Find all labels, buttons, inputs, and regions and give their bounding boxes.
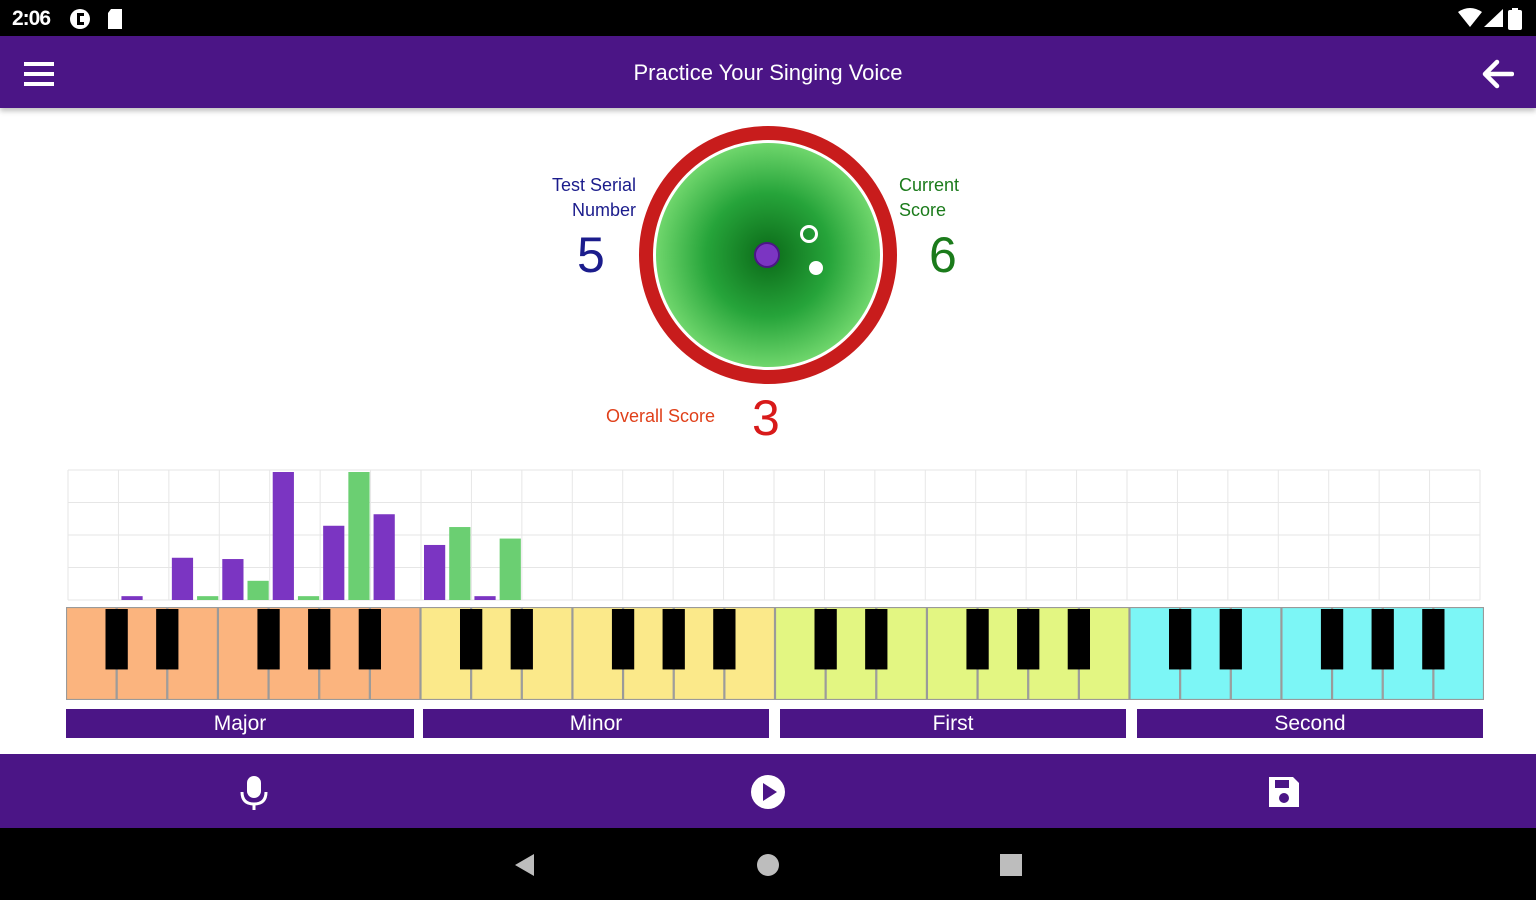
category-first[interactable]: First xyxy=(780,709,1126,738)
bottom-action-bar xyxy=(0,754,1536,828)
purple-bar xyxy=(424,544,446,600)
app-bar: Practice Your Singing Voice xyxy=(0,36,1536,108)
pitch-histogram xyxy=(67,469,1481,601)
black-key[interactable] xyxy=(814,609,837,670)
green-bar xyxy=(348,472,370,600)
green-bar xyxy=(197,596,219,600)
pitch-target xyxy=(639,126,897,384)
back-arrow-icon[interactable] xyxy=(1480,58,1514,90)
status-bar: 2:06 xyxy=(0,0,1536,36)
black-key[interactable] xyxy=(713,609,736,670)
black-key[interactable] xyxy=(662,609,685,670)
black-key[interactable] xyxy=(611,609,635,670)
microphone-icon[interactable] xyxy=(234,772,274,812)
green-bar xyxy=(449,527,471,600)
black-key[interactable] xyxy=(966,609,989,670)
black-key[interactable] xyxy=(156,609,179,670)
test-serial-value: 5 xyxy=(577,227,605,283)
purple-bar xyxy=(222,559,244,600)
notification-icon xyxy=(70,9,90,29)
menu-icon[interactable] xyxy=(22,60,56,88)
black-key[interactable] xyxy=(105,609,128,670)
current-score-value: 6 xyxy=(929,227,957,283)
category-major[interactable]: Major xyxy=(66,709,414,738)
green-bar xyxy=(297,596,320,600)
play-icon[interactable] xyxy=(748,772,788,812)
piano-keyboard[interactable] xyxy=(66,607,1484,700)
black-key[interactable] xyxy=(1169,609,1192,670)
overall-score-value: 3 xyxy=(752,390,780,446)
histogram-bars xyxy=(121,472,521,600)
signal-icon xyxy=(1484,9,1503,27)
purple-bar xyxy=(373,514,395,600)
black-key[interactable] xyxy=(1320,609,1344,670)
current-pitch-marker xyxy=(800,225,818,243)
nav-recents-icon[interactable] xyxy=(999,853,1023,877)
sung-pitch-dot xyxy=(809,261,823,275)
purple-bar xyxy=(121,596,143,600)
app-title: Practice Your Singing Voice xyxy=(633,60,903,85)
black-key[interactable] xyxy=(358,609,381,670)
purple-bar xyxy=(323,525,345,600)
black-key[interactable] xyxy=(865,609,888,670)
status-time: 2:06 xyxy=(12,7,51,30)
black-key[interactable] xyxy=(1371,609,1394,670)
overall-score-label: Overall Score xyxy=(606,406,716,426)
nav-back-icon[interactable] xyxy=(512,852,536,878)
purple-bar xyxy=(474,596,496,600)
current-score-label: Current Score xyxy=(899,175,960,220)
target-pitch-dot xyxy=(754,242,780,268)
test-serial-label: Test Serial Number xyxy=(551,175,636,220)
black-key[interactable] xyxy=(1067,609,1090,670)
black-key[interactable] xyxy=(510,609,533,670)
green-bar xyxy=(499,538,521,600)
nav-home-icon[interactable] xyxy=(756,853,780,877)
black-key[interactable] xyxy=(1017,609,1040,670)
system-nav-bar xyxy=(0,828,1536,900)
black-key[interactable] xyxy=(460,609,483,670)
purple-bar xyxy=(171,557,194,600)
black-key[interactable] xyxy=(1219,609,1242,670)
category-second[interactable]: Second xyxy=(1137,709,1483,738)
category-minor[interactable]: Minor xyxy=(423,709,769,738)
sd-card-icon xyxy=(108,9,122,29)
green-bar xyxy=(247,580,269,600)
black-key[interactable] xyxy=(308,609,331,670)
save-icon[interactable] xyxy=(1264,772,1304,812)
purple-bar xyxy=(272,472,294,600)
wifi-icon xyxy=(1458,8,1482,27)
battery-icon xyxy=(1508,8,1522,30)
black-key[interactable] xyxy=(1422,609,1445,670)
black-key[interactable] xyxy=(257,609,280,670)
